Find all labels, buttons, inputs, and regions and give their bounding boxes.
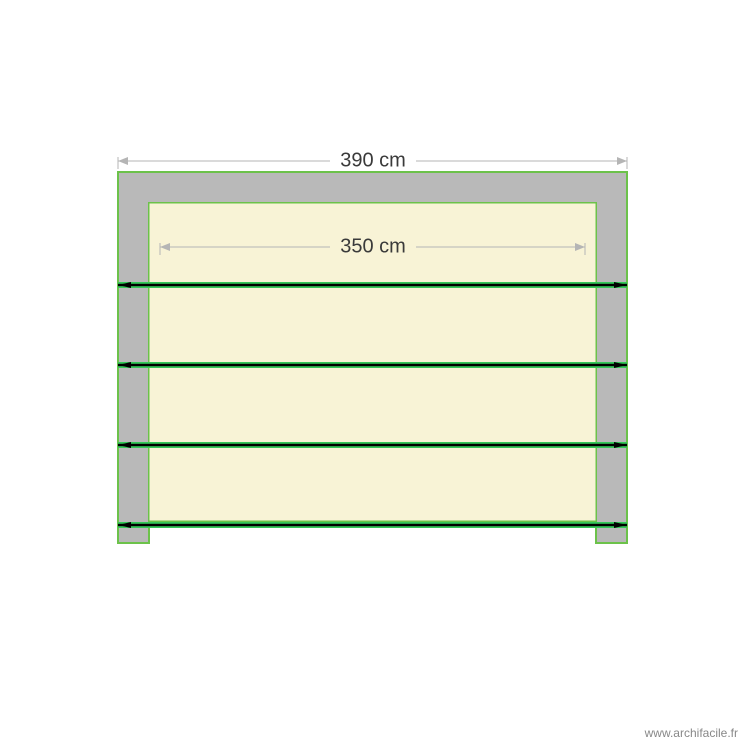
joist-core bbox=[118, 364, 627, 366]
dim-inner-label: 350 cm bbox=[340, 235, 406, 257]
stage: 390 cm 350 cm www.archifacile.fr bbox=[0, 0, 750, 750]
dim-outer-arrow-right bbox=[617, 157, 627, 165]
joist-core bbox=[118, 444, 627, 446]
joist-core bbox=[118, 524, 627, 526]
dim-outer-label: 390 cm bbox=[340, 149, 406, 171]
floor-plan-diagram: 390 cm 350 cm bbox=[0, 0, 750, 750]
joist-core bbox=[118, 284, 627, 286]
dimension-outer: 390 cm bbox=[118, 144, 627, 171]
dim-outer-arrow-left bbox=[118, 157, 128, 165]
watermark: www.archifacile.fr bbox=[645, 726, 738, 740]
